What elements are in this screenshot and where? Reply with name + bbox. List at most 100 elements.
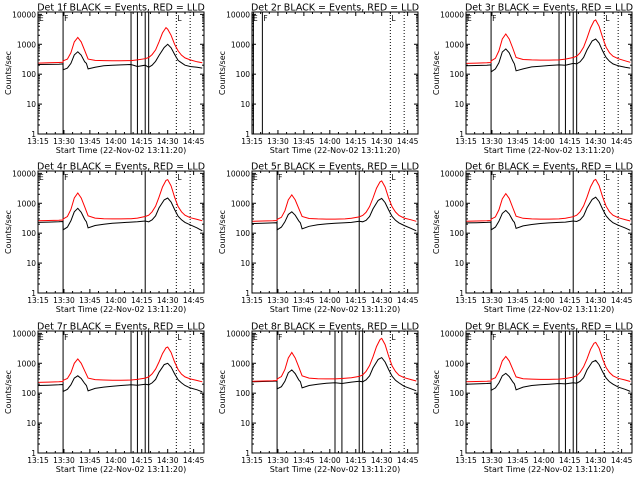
- flag-label-F: F: [492, 333, 496, 342]
- x-tick-label: 14:15: [345, 296, 367, 305]
- x-tick-label: 14:45: [611, 296, 633, 305]
- x-tick-label: 13:30: [53, 296, 75, 305]
- y-axis-label: Counts/sec: [432, 370, 441, 414]
- y-tick-label: 100: [22, 389, 37, 398]
- x-tick-label: 14:00: [319, 137, 341, 146]
- x-tick-label: 13:15: [241, 456, 263, 465]
- x-tick-label: 13:30: [481, 456, 503, 465]
- x-tick-label: 14:00: [533, 296, 555, 305]
- x-tick-label: 13:30: [267, 137, 289, 146]
- y-tick-label: 10: [26, 100, 36, 109]
- y-axis-label: Counts/sec: [4, 210, 13, 254]
- x-axis-label: Start Time (22-Nov-02 13:11:20): [56, 146, 186, 155]
- x-axis-label: Start Time (22-Nov-02 13:11:20): [56, 305, 186, 314]
- x-tick-label: 14:00: [319, 456, 341, 465]
- x-axis-label: Start Time (22-Nov-02 13:11:20): [484, 465, 614, 474]
- y-tick-label: 10: [26, 419, 36, 428]
- series-line-events: [466, 38, 631, 73]
- flag-label-L: L: [605, 333, 610, 342]
- x-tick-label: 14:45: [397, 296, 419, 305]
- y-tick-label: 10: [454, 259, 464, 268]
- flag-label-L: L: [605, 173, 610, 182]
- x-tick-label: 14:30: [157, 296, 179, 305]
- y-tick-label: 10: [240, 100, 250, 109]
- flag-label-F: F: [278, 173, 282, 182]
- series-line-events: [252, 197, 417, 232]
- x-tick-label: 14:00: [533, 137, 555, 146]
- x-tick-label: 13:45: [507, 137, 529, 146]
- y-tick-label: 1000: [445, 199, 464, 208]
- x-tick-label: 14:45: [397, 137, 419, 146]
- flag-label-L: L: [177, 173, 182, 182]
- flag-label-L: L: [177, 333, 182, 342]
- x-tick-label: 13:45: [507, 296, 529, 305]
- x-tick-label: 14:15: [131, 296, 153, 305]
- y-axis-label: Counts/sec: [432, 210, 441, 254]
- x-tick-label: 14:00: [533, 456, 555, 465]
- flag-label-E: E: [39, 14, 44, 23]
- x-tick-label: 14:00: [105, 456, 127, 465]
- y-axis-label: Counts/sec: [4, 51, 13, 95]
- y-tick-label: 1: [245, 130, 250, 139]
- x-tick-label: 14:30: [371, 296, 393, 305]
- y-tick-label: 100: [236, 389, 251, 398]
- y-tick-label: 1: [245, 289, 250, 298]
- x-tick-label: 14:15: [559, 456, 581, 465]
- y-tick-label: 1000: [231, 359, 250, 368]
- x-axis-label: Start Time (22-Nov-02 13:11:20): [484, 305, 614, 314]
- y-tick-label: 10000: [440, 169, 464, 178]
- x-tick-label: 14:45: [611, 137, 633, 146]
- y-axis-label: Counts/sec: [4, 370, 13, 414]
- x-axis-label: Start Time (22-Nov-02 13:11:20): [56, 465, 186, 474]
- x-tick-label: 14:00: [105, 296, 127, 305]
- y-tick-label: 10000: [12, 169, 36, 178]
- flag-label-E: E: [39, 333, 44, 342]
- x-tick-label: 13:45: [293, 137, 315, 146]
- flag-label-F: F: [64, 333, 68, 342]
- plot-frame: [251, 11, 419, 135]
- y-tick-label: 1000: [17, 40, 36, 49]
- flag-label-L: L: [391, 14, 396, 23]
- x-tick-label: 13:45: [293, 456, 315, 465]
- series-line-lld: [466, 178, 631, 222]
- x-tick-label: 14:30: [585, 137, 607, 146]
- panel-title: Det 6r BLACK = Events, RED = LLD: [465, 162, 633, 173]
- y-tick-label: 1000: [445, 40, 464, 49]
- x-tick-label: 13:15: [455, 296, 477, 305]
- y-axis-label: Counts/sec: [218, 51, 227, 95]
- x-tick-label: 14:15: [131, 137, 153, 146]
- x-tick-label: 14:15: [345, 456, 367, 465]
- y-tick-label: 10: [454, 100, 464, 109]
- flag-label-E: E: [467, 14, 472, 23]
- y-tick-label: 1000: [231, 199, 250, 208]
- flag-label-F: F: [64, 173, 68, 182]
- series-line-lld: [38, 346, 203, 383]
- x-axis-label: Start Time (22-Nov-02 13:11:20): [270, 146, 400, 155]
- x-tick-label: 14:15: [559, 137, 581, 146]
- y-tick-label: 1000: [445, 359, 464, 368]
- series-line-events: [38, 197, 203, 232]
- plot-frame: [37, 11, 205, 135]
- x-tick-label: 13:45: [79, 137, 101, 146]
- flag-label-E: E: [467, 333, 472, 342]
- flag-label-L: L: [605, 14, 610, 23]
- y-tick-label: 1: [459, 449, 464, 458]
- panel-title: Det 5r BLACK = Events, RED = LLD: [251, 162, 419, 173]
- y-tick-label: 10: [240, 419, 250, 428]
- x-tick-label: 14:45: [183, 137, 205, 146]
- x-tick-label: 14:15: [131, 456, 153, 465]
- x-tick-label: 14:45: [183, 296, 205, 305]
- flag-label-F: F: [278, 333, 282, 342]
- panel-title: Det 3r BLACK = Events, RED = LLD: [465, 3, 633, 14]
- y-tick-label: 100: [22, 229, 37, 238]
- x-tick-label: 13:30: [53, 137, 75, 146]
- x-axis-label: Start Time (22-Nov-02 13:11:20): [270, 305, 400, 314]
- series-line-lld: [38, 26, 203, 64]
- series-line-lld: [466, 341, 631, 383]
- x-tick-label: 14:30: [157, 456, 179, 465]
- series-line-events: [466, 196, 631, 231]
